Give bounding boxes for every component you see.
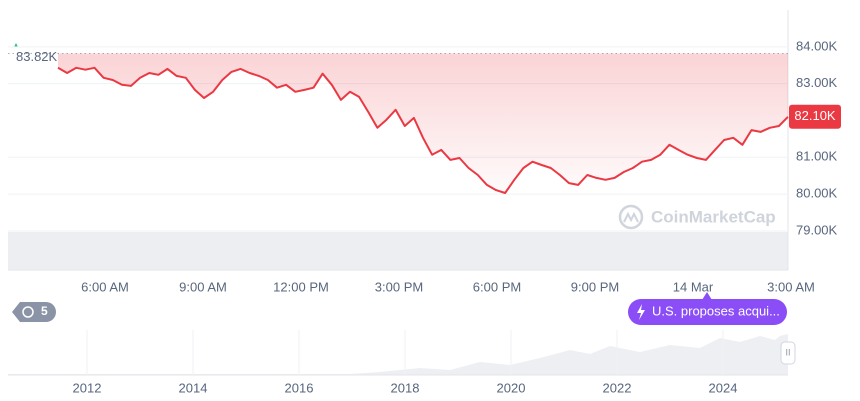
navigator: II 2012 2014 2016 2018 2020 2022 2024: [8, 330, 796, 395]
watermark-text: CoinMarketCap: [651, 207, 776, 226]
x-tick-label: 14 Mar: [673, 279, 714, 294]
nav-year-label: 2012: [73, 380, 102, 395]
price-line: [57, 66, 789, 194]
y-tick-label: 81.00K: [796, 149, 838, 164]
nav-year-label: 2020: [497, 380, 526, 395]
x-tick-label: 6:00 AM: [81, 279, 129, 294]
price-tag-label: 82.10K: [794, 108, 836, 123]
x-tick-label: 9:00 AM: [179, 279, 227, 294]
x-tick-label: 12:00 PM: [273, 279, 329, 294]
y-tick-label: 79.00K: [796, 222, 838, 237]
area-fill: [58, 53, 788, 194]
nav-year-label: 2022: [603, 380, 632, 395]
nav-year-label: 2018: [391, 380, 420, 395]
nav-year-label: 2024: [709, 380, 738, 395]
x-tick-label: 9:00 PM: [571, 279, 619, 294]
volume-band: [8, 232, 788, 270]
price-tag: [789, 104, 841, 129]
y-tick-label: 84.00K: [796, 38, 838, 53]
y-tick-label: 80.00K: [796, 186, 838, 201]
start-marker: [14, 43, 18, 47]
news-text: U.S. proposes acqui...: [652, 303, 780, 318]
x-tick-label: 3:00 AM: [767, 279, 815, 294]
x-tick-label: 6:00 PM: [473, 279, 521, 294]
x-tick-label: 3:00 PM: [375, 279, 423, 294]
nav-year-label: 2016: [285, 380, 314, 395]
watermark: CoinMarketCap: [618, 204, 776, 230]
history-count: 5: [41, 304, 48, 318]
reference-label: 83.82K: [16, 49, 58, 64]
nav-handle[interactable]: II: [785, 347, 790, 357]
y-tick-label: 83.00K: [796, 75, 838, 90]
news-pill[interactable]: U.S. proposes acqui...: [628, 292, 787, 325]
nav-year-label: 2014: [179, 380, 208, 395]
history-badge[interactable]: 5: [12, 302, 56, 322]
